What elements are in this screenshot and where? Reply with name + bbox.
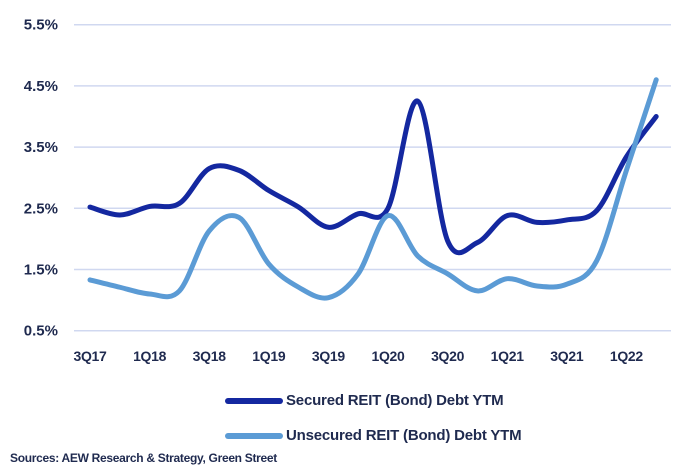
x-tick-label: 1Q18 — [133, 348, 167, 364]
x-tick-label: 1Q20 — [371, 348, 405, 364]
legend-item-unsecured: Unsecured REIT (Bond) Debt YTM — [225, 418, 522, 453]
legend-label-unsecured: Unsecured REIT (Bond) Debt YTM — [286, 427, 522, 444]
legend-swatch-secured — [225, 397, 283, 404]
source-note: Sources: AEW Research & Strategy, Green … — [10, 451, 277, 465]
series-line-unsecured — [87, 77, 659, 301]
y-tick-label: 0.5% — [24, 323, 58, 340]
y-tick-label: 2.5% — [24, 200, 58, 217]
legend-swatch-unsecured — [225, 432, 283, 439]
y-tick-label: 5.5% — [24, 17, 58, 34]
x-tick-label: 3Q21 — [550, 348, 584, 364]
y-tick-label: 4.5% — [24, 78, 58, 95]
series-line-secured — [87, 98, 659, 256]
x-tick-label: 3Q17 — [73, 348, 107, 364]
x-tick-label: 3Q18 — [193, 348, 227, 364]
x-tick-label: 1Q19 — [252, 348, 286, 364]
legend-label-secured: Secured REIT (Bond) Debt YTM — [286, 392, 504, 409]
legend-item-secured: Secured REIT (Bond) Debt YTM — [225, 383, 521, 418]
x-tick-label: 1Q22 — [610, 348, 644, 364]
x-tick-label: 3Q20 — [431, 348, 465, 364]
y-tick-label: 1.5% — [24, 262, 58, 279]
x-tick-label: 1Q21 — [491, 348, 525, 364]
legend: Secured REIT (Bond) Debt YTM Unsecured R… — [225, 383, 522, 453]
y-tick-label: 3.5% — [24, 139, 58, 156]
x-tick-label: 3Q19 — [312, 348, 346, 364]
